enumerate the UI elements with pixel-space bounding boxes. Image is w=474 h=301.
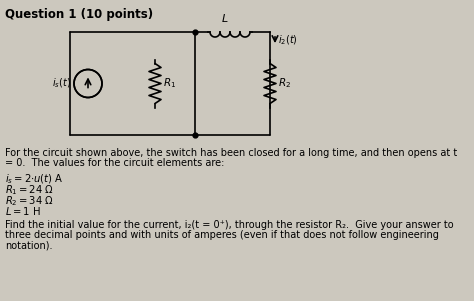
Text: notation).: notation).	[5, 240, 53, 250]
Text: $R_2 = 34\ \Omega$: $R_2 = 34\ \Omega$	[5, 194, 54, 208]
Text: $R_2$: $R_2$	[278, 76, 291, 90]
Text: $i_2(t)$: $i_2(t)$	[278, 33, 298, 47]
Text: $i_s(t)$: $i_s(t)$	[52, 77, 71, 90]
Text: For the circuit shown above, the switch has been closed for a long time, and the: For the circuit shown above, the switch …	[5, 148, 457, 158]
Text: $L = 1\ \mathrm{H}$: $L = 1\ \mathrm{H}$	[5, 205, 41, 217]
Text: $L$: $L$	[221, 12, 229, 24]
Text: Question 1 (10 points): Question 1 (10 points)	[5, 8, 153, 21]
Text: $R_1 = 24\ \Omega$: $R_1 = 24\ \Omega$	[5, 183, 54, 197]
Text: Find the initial value for the current, i₂(t = 0⁺), through the resistor R₂.  Gi: Find the initial value for the current, …	[5, 220, 454, 230]
Circle shape	[74, 70, 102, 98]
Text: $R_1$: $R_1$	[163, 76, 176, 90]
Text: $i_s = 2{\cdot}u(t)\ \mathrm{A}$: $i_s = 2{\cdot}u(t)\ \mathrm{A}$	[5, 172, 64, 186]
Text: = 0.  The values for the circuit elements are:: = 0. The values for the circuit elements…	[5, 158, 224, 168]
Text: three decimal points and with units of amperes (even if that does not follow eng: three decimal points and with units of a…	[5, 230, 439, 240]
